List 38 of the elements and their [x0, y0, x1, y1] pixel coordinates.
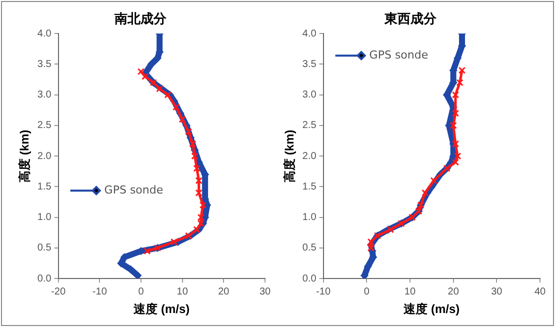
- y-tick-label: 0.0: [37, 273, 52, 284]
- legend-label: GPS sonde: [369, 48, 428, 62]
- y-tick-label: 2.0: [37, 150, 52, 162]
- x-tick-label: 10: [176, 286, 188, 298]
- y-tick-label: 1.5: [37, 181, 52, 192]
- x-tick-label: 40: [534, 286, 546, 298]
- y-tick-label: 4.0: [37, 28, 52, 40]
- chart-title: 南北成分: [114, 12, 168, 28]
- x-axis-title: 速度 (m/s): [132, 302, 190, 316]
- y-axis-title: 高度 (km): [282, 130, 297, 182]
- y-tick-label: 0.0: [302, 273, 317, 284]
- y-tick-label: 0.5: [37, 242, 52, 254]
- y-tick-label: 1.5: [302, 181, 317, 192]
- y-tick-label: 1.0: [302, 212, 317, 224]
- x-tick-label: 10: [404, 286, 416, 298]
- y-tick-label: 1.0: [37, 212, 52, 224]
- x-tick-label: 20: [448, 286, 460, 298]
- x-tick-label: 30: [491, 286, 503, 298]
- x-tick-label: -10: [316, 286, 331, 298]
- x-axis-title: 速度 (m/s): [402, 302, 460, 316]
- y-tick-label: 3.5: [37, 58, 52, 70]
- x-tick-label: -10: [92, 286, 108, 298]
- x-tick-label: -20: [51, 286, 66, 298]
- x-tick-label: 0: [364, 286, 370, 298]
- y-tick-label: 3.0: [302, 90, 317, 101]
- x-tick-label: 0: [138, 286, 144, 298]
- legend-label: GPS sonde: [104, 183, 164, 196]
- y-tick-label: 2.0: [302, 150, 317, 162]
- y-tick-label: 2.5: [37, 120, 52, 132]
- y-tick-label: 3.0: [37, 90, 52, 101]
- y-tick-label: 4.0: [302, 28, 317, 40]
- chart-title: 東西成分: [384, 12, 438, 28]
- x-tick-label: 20: [218, 286, 230, 298]
- x-tick-label: 30: [259, 286, 271, 298]
- y-tick-label: 2.5: [302, 120, 317, 132]
- y-tick-label: 3.5: [302, 58, 317, 70]
- y-axis-title: 高度 (km): [18, 130, 32, 182]
- y-tick-label: 0.5: [302, 242, 317, 254]
